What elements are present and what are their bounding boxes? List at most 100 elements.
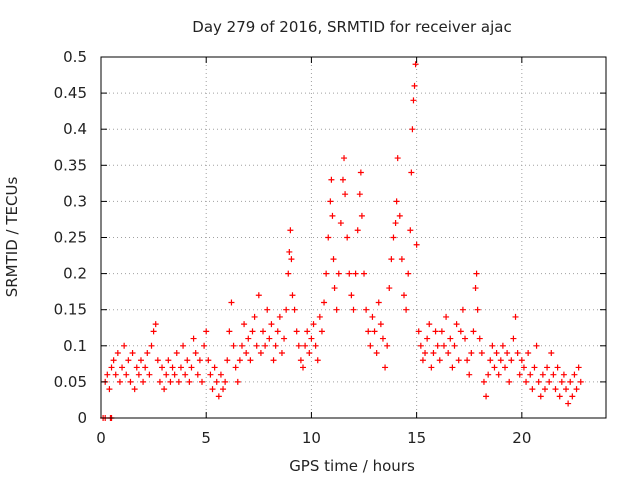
data-point — [567, 378, 574, 385]
data-point — [104, 371, 111, 378]
data-point — [325, 234, 332, 241]
data-point — [436, 357, 443, 364]
data-point — [159, 364, 166, 371]
y-tick-label: 0.5 — [63, 48, 87, 66]
data-point — [222, 378, 229, 385]
data-point — [554, 364, 561, 371]
data-point — [278, 350, 285, 357]
data-point — [417, 342, 424, 349]
x-tick-label: 5 — [201, 429, 211, 447]
data-point — [348, 292, 355, 299]
data-point — [472, 285, 479, 292]
data-point — [369, 313, 376, 320]
data-point — [215, 393, 222, 400]
data-point — [243, 350, 250, 357]
data-point — [121, 342, 128, 349]
data-point — [357, 169, 364, 176]
data-point — [377, 321, 384, 328]
data-point — [398, 256, 405, 263]
data-point — [337, 220, 344, 227]
data-point — [537, 393, 544, 400]
data-point — [535, 378, 542, 385]
data-point — [447, 335, 454, 342]
data-point — [493, 350, 500, 357]
data-point — [341, 155, 348, 162]
data-point — [163, 371, 170, 378]
data-point — [201, 342, 208, 349]
data-point — [312, 342, 319, 349]
data-point — [358, 212, 365, 219]
data-point — [316, 313, 323, 320]
data-point — [112, 371, 119, 378]
data-point — [346, 270, 353, 277]
data-point — [135, 371, 142, 378]
data-point — [356, 191, 363, 198]
data-point — [518, 357, 525, 364]
data-point — [127, 378, 134, 385]
data-point — [297, 357, 304, 364]
data-point — [497, 357, 504, 364]
data-point — [207, 371, 214, 378]
data-point — [108, 364, 115, 371]
y-tick-label: 0.3 — [63, 192, 87, 210]
data-point — [373, 350, 380, 357]
data-point — [350, 306, 357, 313]
data-point — [262, 342, 269, 349]
data-point — [251, 313, 258, 320]
data-point — [328, 176, 335, 183]
data-point — [523, 378, 530, 385]
data-point — [419, 357, 426, 364]
data-point — [408, 169, 415, 176]
data-point — [314, 357, 321, 364]
data-point — [508, 357, 515, 364]
data-point — [119, 364, 126, 371]
data-point — [563, 386, 570, 393]
data-point — [321, 299, 328, 306]
data-point — [443, 313, 450, 320]
data-point — [152, 321, 159, 328]
data-point — [154, 357, 161, 364]
data-point — [175, 378, 182, 385]
data-point — [339, 176, 346, 183]
data-point — [236, 357, 243, 364]
data-point — [546, 378, 553, 385]
data-point — [430, 350, 437, 357]
data-point — [520, 364, 527, 371]
data-point — [487, 357, 494, 364]
data-point — [224, 357, 231, 364]
data-point — [230, 342, 237, 349]
data-point — [286, 248, 293, 255]
data-point — [257, 350, 264, 357]
data-point — [365, 328, 372, 335]
data-point — [318, 328, 325, 335]
data-point — [249, 328, 256, 335]
data-point — [114, 350, 121, 357]
x-tick-label: 10 — [302, 429, 321, 447]
data-point — [199, 378, 205, 385]
data-point — [253, 342, 260, 349]
y-axis-label: SRMTID / TECUs — [3, 177, 21, 298]
data-point — [468, 350, 475, 357]
data-point — [527, 371, 534, 378]
data-point — [260, 328, 267, 335]
data-point — [466, 371, 473, 378]
data-point — [167, 378, 174, 385]
x-tick-label: 20 — [512, 429, 531, 447]
data-point — [394, 155, 401, 162]
data-point — [137, 357, 144, 364]
axis-ticks: 0 5 10 15 20 0 0.05 0.1 0.15 0.2 0.25 0.3 0.35 0.4 0.4… — [54, 48, 606, 447]
data-point — [342, 191, 349, 198]
data-point — [412, 61, 419, 68]
data-point — [144, 350, 151, 357]
data-point — [300, 364, 306, 371]
data-point — [422, 350, 429, 357]
data-point — [483, 393, 490, 400]
data-point — [539, 371, 546, 378]
y-tick-label: 0.2 — [63, 265, 87, 283]
y-tick-label: 0.25 — [54, 229, 87, 247]
data-point — [335, 270, 342, 277]
data-point — [173, 350, 180, 357]
data-point — [211, 364, 218, 371]
data-point — [228, 299, 235, 306]
